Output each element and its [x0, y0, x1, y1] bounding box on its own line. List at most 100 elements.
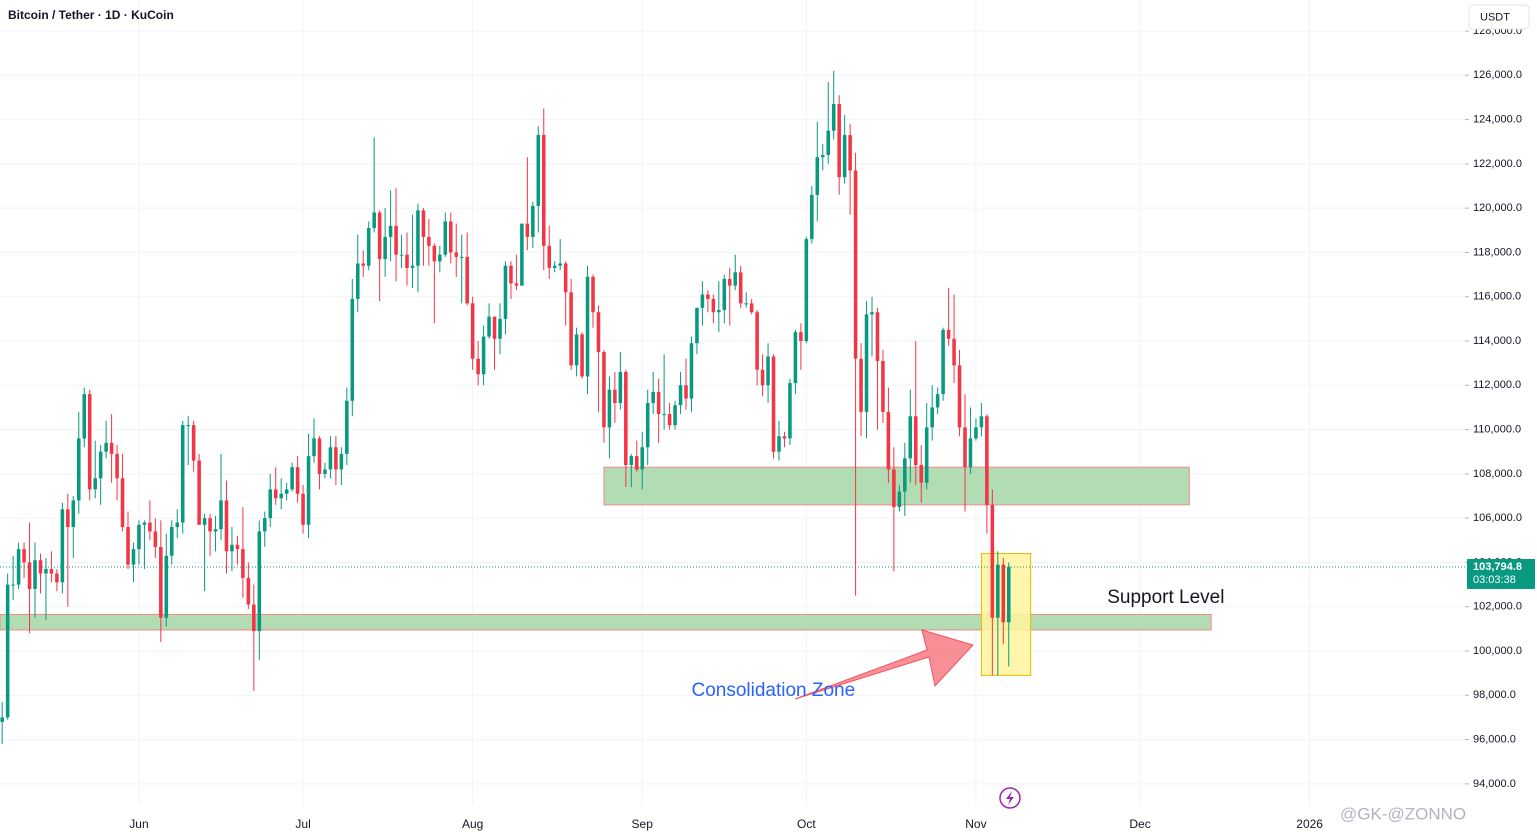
- candle-body: [268, 489, 273, 519]
- candle-body: [935, 394, 940, 408]
- x-tick-label: Dec: [1129, 817, 1150, 831]
- candle-body: [180, 425, 185, 523]
- candle-body: [273, 489, 278, 499]
- candle-body: [596, 312, 601, 353]
- candle-body: [717, 310, 721, 313]
- candle-body: [744, 303, 748, 305]
- candle-body: [213, 529, 218, 532]
- candle-body: [760, 369, 765, 386]
- candle-body: [853, 170, 858, 359]
- candle-body: [968, 438, 973, 468]
- candle-body: [262, 518, 267, 532]
- candle-body: [295, 467, 300, 494]
- candle-body: [487, 316, 491, 337]
- candle-body: [388, 225, 393, 237]
- y-tick-label: 108,000.0: [1473, 468, 1522, 480]
- arrow: [794, 629, 974, 700]
- candle-body: [924, 427, 929, 483]
- y-tick-label: 106,000.0: [1473, 512, 1522, 524]
- candle-body: [66, 509, 70, 527]
- zones: [0, 466, 1212, 676]
- candle-body: [465, 256, 469, 304]
- candle-body: [640, 447, 645, 470]
- candle-body: [76, 438, 81, 501]
- candle-body: [985, 416, 989, 505]
- candle-body: [826, 130, 831, 155]
- y-tick-label: 100,000.0: [1473, 645, 1522, 657]
- candle-body: [651, 391, 655, 403]
- candle-body: [219, 500, 223, 530]
- candle-body: [416, 210, 420, 266]
- x-tick-label: Jun: [129, 817, 148, 831]
- candle-body: [848, 135, 852, 171]
- candle-body: [55, 573, 59, 583]
- candle-body: [224, 500, 229, 552]
- y-tick-label: 118,000.0: [1473, 246, 1521, 258]
- candle-body: [186, 425, 190, 427]
- y-tick-label: 110,000.0: [1473, 423, 1521, 435]
- annotation: Support Level: [1107, 587, 1224, 608]
- watermark: @GK-@ZONNO: [1340, 804, 1466, 823]
- candle-body: [109, 442, 114, 454]
- candle-body: [208, 518, 212, 532]
- candle-body: [990, 504, 995, 618]
- candle-body: [153, 531, 158, 547]
- candle-body: [585, 276, 590, 377]
- candle-body: [60, 509, 65, 583]
- candle-body: [749, 303, 754, 313]
- candle-body: [82, 394, 87, 439]
- candle-body: [591, 276, 595, 313]
- candle-body: [27, 562, 32, 589]
- candle-body: [115, 453, 119, 479]
- x-tick-label: Aug: [462, 817, 483, 831]
- candle-body: [131, 549, 136, 565]
- x-tick-label: Nov: [965, 817, 986, 831]
- candle-body: [448, 221, 453, 253]
- labels: 94,000.0 96,000.0 98,000.0 100,000.0 102,000…: [0, 25, 1535, 831]
- candle-body: [536, 135, 541, 206]
- candle-body: [1006, 566, 1011, 623]
- candle-body: [897, 491, 902, 508]
- candle-body: [339, 453, 344, 470]
- candle-body: [159, 546, 163, 618]
- candle-body: [120, 478, 125, 527]
- candle-body: [957, 365, 962, 428]
- candle-body: [804, 239, 809, 341]
- last-price-box: [1467, 558, 1535, 589]
- candle-body: [820, 155, 825, 158]
- candle-body: [766, 356, 770, 386]
- candle-body: [175, 522, 180, 527]
- candle-body: [607, 389, 612, 428]
- currency-box[interactable]: [1468, 4, 1530, 30]
- candle-body: [793, 332, 798, 384]
- candle-body: [290, 467, 294, 490]
- candle-body: [44, 569, 48, 574]
- candle-body: [552, 265, 557, 268]
- candle-body: [886, 411, 891, 470]
- candle-body: [71, 500, 76, 527]
- candle-body: [284, 489, 289, 494]
- countdown: 03:03:38: [1473, 574, 1516, 586]
- candle-body: [727, 279, 732, 286]
- candle-body: [979, 416, 984, 428]
- candle-body: [459, 256, 464, 258]
- candle-body: [837, 104, 841, 178]
- candle-body: [246, 577, 251, 605]
- candle-body: [241, 549, 245, 578]
- candle-body: [87, 394, 92, 490]
- candle-body: [235, 544, 240, 550]
- candle-body: [470, 303, 475, 359]
- candle-body: [711, 298, 716, 313]
- candle-body: [645, 403, 650, 448]
- candle-body: [498, 318, 502, 339]
- candle-body: [432, 245, 437, 262]
- candle-body: [782, 436, 787, 439]
- candle-body: [903, 458, 907, 492]
- candle-body: [0, 717, 4, 722]
- candle-body: [164, 555, 169, 618]
- candle-body: [624, 372, 628, 465]
- candle-body: [98, 451, 103, 479]
- y-tick-label: 102,000.0: [1473, 601, 1522, 613]
- candle-body: [509, 265, 513, 284]
- candle-body: [618, 372, 623, 403]
